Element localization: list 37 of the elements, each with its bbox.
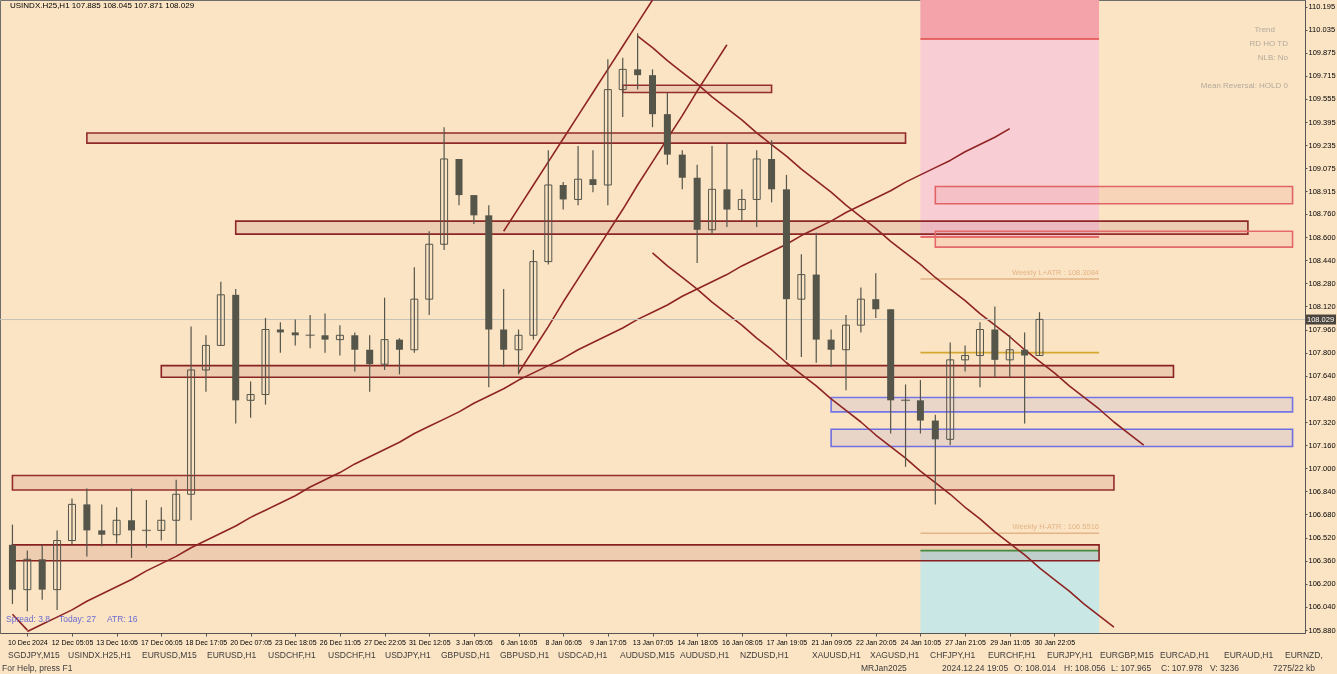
annotation: NLB: No	[1257, 53, 1289, 62]
text: XAUUSD,H1	[812, 650, 861, 660]
text: USINDX.H25,H1	[68, 650, 132, 660]
text: EURAUD,H1	[1224, 650, 1274, 660]
annotation: Today: 27	[59, 614, 97, 624]
text: USDCAD,H1	[558, 650, 608, 660]
text: XAGUSD,H1	[870, 650, 920, 660]
text: MRJan2025	[861, 663, 908, 673]
text: USDCHF,H1	[328, 650, 376, 660]
text: CHFJPY,H1	[930, 650, 976, 660]
text: USDJPY,H1	[385, 650, 431, 660]
text: USDCHF,H1	[268, 650, 316, 660]
text: EURUSD,M15	[142, 650, 198, 660]
text: V: 3236	[1210, 663, 1240, 673]
text: H: 108.056	[1064, 663, 1106, 673]
annotation: RD HO TD	[1249, 39, 1289, 48]
text: GBPUSD,H1	[441, 650, 491, 660]
text: AUDUSD,H1	[680, 650, 730, 660]
text: EURCHF,H1	[988, 650, 1036, 660]
text: O: 108.014	[1014, 663, 1057, 673]
text: EURGBP,M15	[1100, 650, 1154, 660]
text: L: 107.965	[1111, 663, 1152, 673]
text: C: 107.978	[1161, 663, 1203, 673]
text: AUDUSD,M15	[620, 650, 676, 660]
text: 2024.12.24 19:05	[942, 663, 1009, 673]
annotation: Trend	[1254, 25, 1275, 34]
text: 7275/22 kb	[1273, 663, 1316, 673]
annotation: ATR: 16	[107, 614, 138, 624]
text: EURJPY,H1	[1047, 650, 1093, 660]
text: For Help, press F1	[2, 663, 73, 673]
text: EURNZD,	[1285, 650, 1323, 660]
text: NZDUSD,H1	[740, 650, 789, 660]
text: SGDJPY,M15	[8, 650, 61, 660]
chart-title: USINDX.H25,H1 107.885 108.045 107.871 108.029	[10, 1, 195, 10]
text: EURUSD,H1	[207, 650, 257, 660]
text: GBPUSD,H1	[500, 650, 550, 660]
text: EURCAD,H1	[1160, 650, 1210, 660]
